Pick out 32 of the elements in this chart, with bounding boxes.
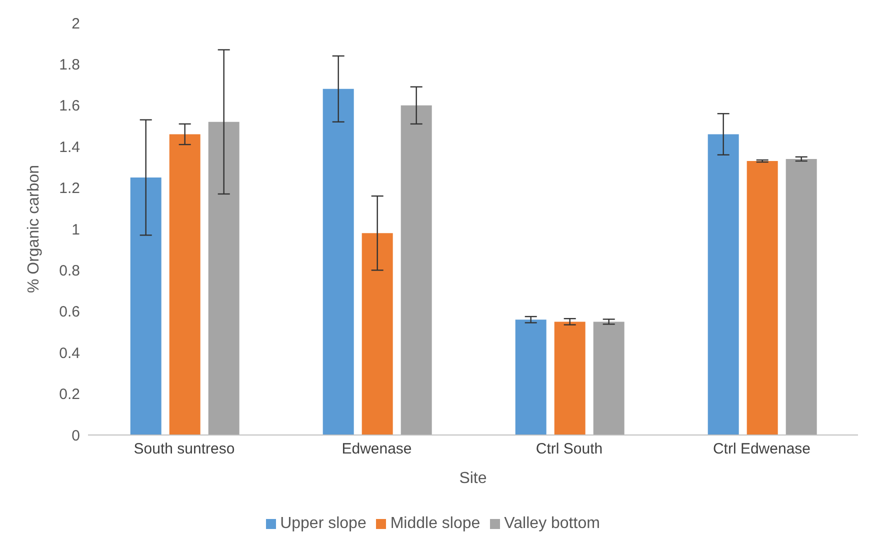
y-tick-label: 1.8 xyxy=(59,56,80,74)
y-tick-label: 1.4 xyxy=(59,138,80,156)
bar xyxy=(400,105,432,435)
legend-label: Middle slope xyxy=(390,515,480,532)
bar xyxy=(746,161,778,435)
x-tick-label: Edwenase xyxy=(342,440,412,458)
y-tick-label: 0.8 xyxy=(59,262,80,280)
bar xyxy=(362,233,393,435)
legend-label: Valley bottom xyxy=(504,515,600,532)
x-tick-label: Ctrl Edwenase xyxy=(712,440,811,458)
y-tick-label: 0.6 xyxy=(59,304,80,321)
bar xyxy=(130,178,162,435)
y-tick-label: 2 xyxy=(72,15,80,32)
y-tick-label: 1.6 xyxy=(59,98,80,115)
bar xyxy=(322,88,354,435)
bar xyxy=(515,320,546,435)
y-tick-label: 1.2 xyxy=(59,180,80,198)
legend-label: Upper slope xyxy=(280,515,366,532)
y-tick-label: 1 xyxy=(72,221,80,238)
x-tick-label: Ctrl South xyxy=(536,440,603,458)
bar xyxy=(786,158,817,435)
y-tick-label: 0 xyxy=(72,427,80,444)
x-tick-label: South suntreso xyxy=(134,440,235,458)
bar xyxy=(593,322,624,435)
bar xyxy=(208,122,240,435)
y-tick-label: 0.4 xyxy=(59,344,80,362)
y-axis-title: % Organic carbon xyxy=(26,164,43,294)
bar xyxy=(708,134,739,435)
bar xyxy=(169,134,200,435)
x-axis-title: Site xyxy=(459,470,487,487)
y-tick-label: 0.2 xyxy=(59,386,80,404)
bar xyxy=(554,322,586,435)
